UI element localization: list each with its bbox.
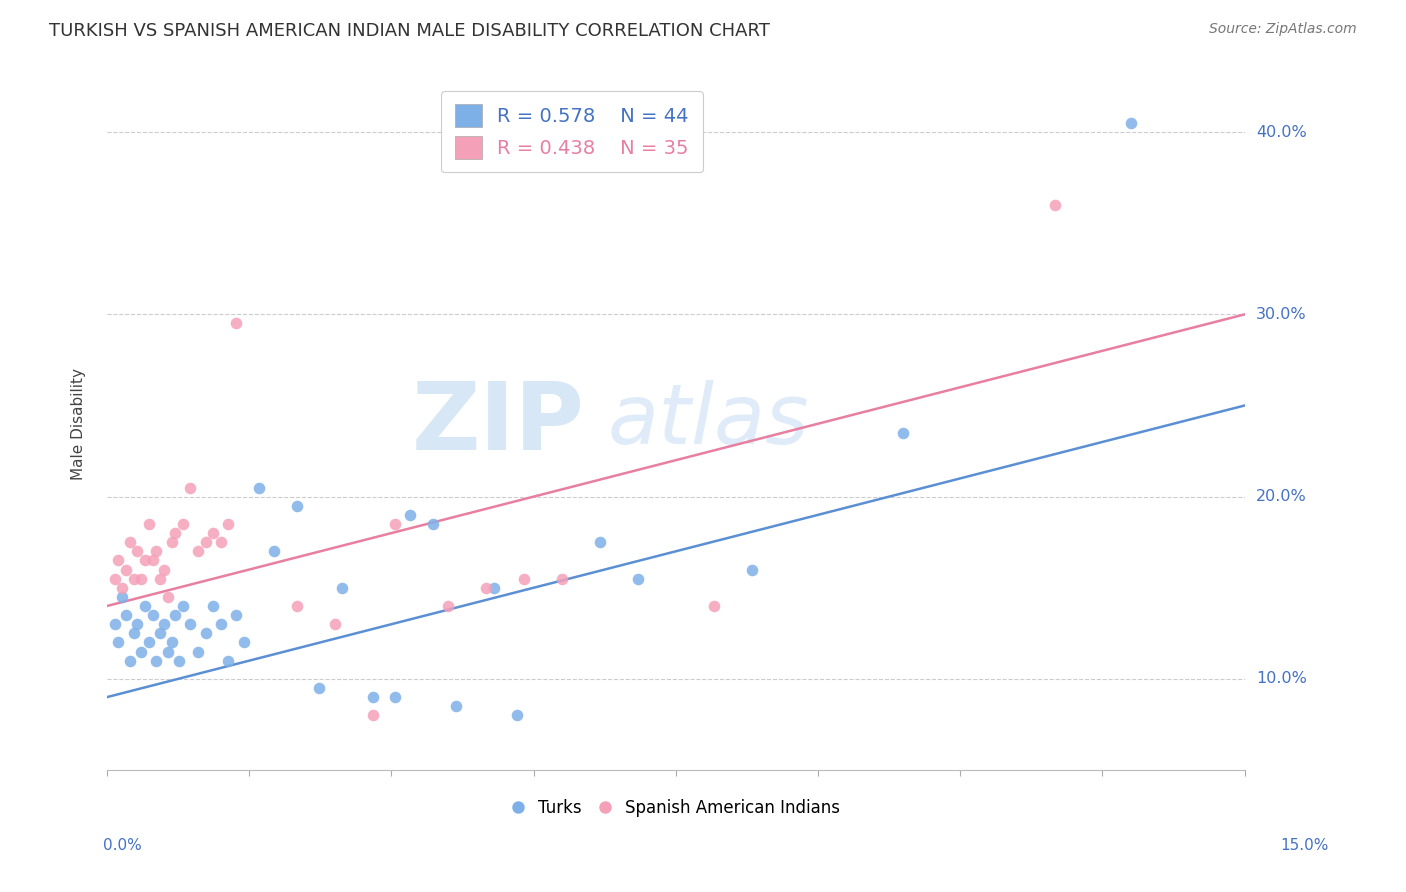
Point xyxy=(285,599,308,613)
Point xyxy=(156,590,179,604)
Point xyxy=(194,626,217,640)
Point xyxy=(361,708,384,723)
Text: 40.0%: 40.0% xyxy=(1256,125,1306,140)
Point xyxy=(202,526,225,541)
Point xyxy=(134,599,156,613)
Point xyxy=(127,544,149,558)
Point xyxy=(551,572,574,586)
Point xyxy=(589,535,612,549)
Point xyxy=(138,516,160,531)
Point xyxy=(209,535,232,549)
Point xyxy=(399,508,422,522)
Point xyxy=(444,699,467,714)
Point xyxy=(1043,198,1066,212)
Point xyxy=(138,635,160,649)
Point xyxy=(107,635,129,649)
Point xyxy=(153,617,176,632)
Point xyxy=(482,581,505,595)
Point xyxy=(156,644,179,658)
Point xyxy=(160,635,183,649)
Point xyxy=(142,608,165,623)
Point xyxy=(187,544,209,558)
Text: atlas: atlas xyxy=(607,380,810,461)
Text: 10.0%: 10.0% xyxy=(1256,672,1306,686)
Point xyxy=(149,572,172,586)
Point xyxy=(165,608,187,623)
Point xyxy=(361,690,384,704)
Point xyxy=(384,516,406,531)
Point xyxy=(153,562,176,576)
Point xyxy=(217,654,239,668)
Point xyxy=(107,553,129,567)
Point xyxy=(513,572,536,586)
Point xyxy=(437,599,460,613)
Point xyxy=(194,535,217,549)
Point xyxy=(172,516,194,531)
Point xyxy=(127,617,149,632)
Point xyxy=(179,617,201,632)
Point xyxy=(627,572,650,586)
Point xyxy=(384,690,406,704)
Point xyxy=(115,608,138,623)
Point xyxy=(122,572,145,586)
Point xyxy=(149,626,172,640)
Point xyxy=(225,317,247,331)
Text: Source: ZipAtlas.com: Source: ZipAtlas.com xyxy=(1209,22,1357,37)
Point xyxy=(217,516,239,531)
Point xyxy=(145,544,167,558)
Point xyxy=(115,562,138,576)
Point xyxy=(263,544,285,558)
Point xyxy=(122,626,145,640)
Point xyxy=(703,599,725,613)
Point xyxy=(160,535,183,549)
Point xyxy=(422,516,444,531)
Point xyxy=(247,481,270,495)
Point xyxy=(129,572,152,586)
Point xyxy=(330,581,353,595)
Point xyxy=(165,526,187,541)
Text: 30.0%: 30.0% xyxy=(1256,307,1306,322)
Point xyxy=(118,654,141,668)
Point xyxy=(475,581,498,595)
Point xyxy=(285,499,308,513)
Text: TURKISH VS SPANISH AMERICAN INDIAN MALE DISABILITY CORRELATION CHART: TURKISH VS SPANISH AMERICAN INDIAN MALE … xyxy=(49,22,770,40)
Point xyxy=(104,572,127,586)
Point xyxy=(134,553,156,567)
Text: 15.0%: 15.0% xyxy=(1281,838,1329,853)
Point xyxy=(142,553,165,567)
Point xyxy=(505,708,527,723)
Point xyxy=(111,590,134,604)
Point xyxy=(104,617,127,632)
Point xyxy=(129,644,152,658)
Text: ZIP: ZIP xyxy=(412,377,585,470)
Point xyxy=(172,599,194,613)
Point xyxy=(209,617,232,632)
Y-axis label: Male Disability: Male Disability xyxy=(72,368,86,480)
Point xyxy=(1119,116,1142,130)
Point xyxy=(145,654,167,668)
Point xyxy=(323,617,346,632)
Point xyxy=(741,562,763,576)
Point xyxy=(225,608,247,623)
Point xyxy=(202,599,225,613)
Point xyxy=(308,681,330,695)
Point xyxy=(167,654,190,668)
Point xyxy=(893,425,915,440)
Point xyxy=(111,581,134,595)
Point xyxy=(179,481,201,495)
Legend: Turks, Spanish American Indians: Turks, Spanish American Indians xyxy=(505,793,846,824)
Point xyxy=(118,535,141,549)
Point xyxy=(232,635,254,649)
Text: 20.0%: 20.0% xyxy=(1256,489,1306,504)
Point xyxy=(187,644,209,658)
Text: 0.0%: 0.0% xyxy=(103,838,142,853)
